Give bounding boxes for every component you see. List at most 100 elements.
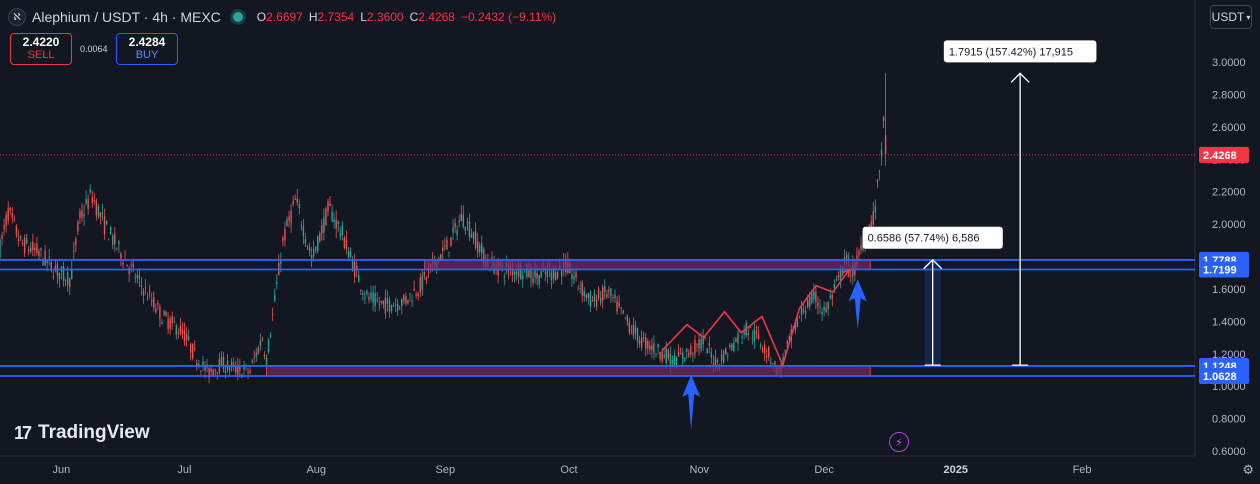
candle	[679, 347, 682, 355]
candle-body	[636, 328, 639, 342]
candle-body	[294, 198, 296, 200]
candle	[165, 310, 167, 317]
candle	[448, 251, 450, 258]
candle-body	[343, 237, 346, 248]
candle	[181, 322, 184, 340]
candle-body	[561, 270, 563, 277]
candle	[681, 348, 684, 366]
candle	[825, 301, 827, 314]
buy-button[interactable]: 2.4284 BUY	[116, 33, 178, 65]
candle	[253, 350, 255, 364]
candle-body	[288, 216, 290, 221]
candle	[384, 289, 387, 319]
candle	[684, 357, 686, 363]
candle	[9, 206, 11, 216]
candle-body	[112, 235, 114, 245]
candle-body	[782, 356, 784, 364]
candle-body	[476, 241, 479, 252]
candle-body	[228, 367, 231, 371]
candle	[804, 305, 807, 319]
candle-body	[192, 343, 194, 359]
candle-body	[462, 214, 464, 227]
candle	[585, 293, 587, 302]
candle-body	[681, 352, 684, 359]
tradingview-watermark: 17 TradingView	[14, 422, 150, 444]
candle-body	[11, 213, 13, 218]
candle-body	[876, 179, 879, 183]
candle-body	[66, 272, 69, 286]
candle-body	[122, 262, 124, 265]
candle	[620, 306, 622, 315]
candle-body	[454, 223, 456, 228]
candle-body	[554, 272, 557, 281]
candle-body	[438, 257, 440, 260]
candle-body	[513, 271, 516, 275]
symbol-title[interactable]: Alephium / USDT · 4h · MEXC	[32, 9, 221, 25]
candle-body	[140, 285, 143, 287]
candle-body	[321, 225, 323, 234]
candle	[286, 216, 288, 227]
y-tick-label: 1.4000	[1212, 316, 1246, 328]
candle-body	[651, 345, 653, 351]
candle-body	[544, 272, 546, 274]
candle	[214, 368, 216, 376]
candle-body	[374, 293, 376, 306]
candle	[727, 352, 729, 362]
candle	[749, 326, 751, 329]
candle-body	[132, 264, 134, 268]
sell-button[interactable]: 2.4220 SELL	[10, 33, 72, 65]
candle-body	[491, 257, 493, 261]
candle-body	[419, 277, 421, 293]
candle-body	[579, 288, 581, 289]
chart-header: ℵ Alephium / USDT · 4h · MEXC O2.6697 H2…	[8, 7, 556, 27]
candle-body	[105, 220, 108, 225]
candle	[345, 230, 348, 254]
candle	[602, 284, 604, 309]
candle-body	[702, 336, 704, 345]
candle-body	[138, 275, 141, 279]
candle	[75, 236, 77, 252]
measurement: 0.6586 (57.74%) 6,586	[862, 226, 1003, 366]
candle-body	[157, 302, 159, 305]
y-tick-label: 0.8000	[1212, 414, 1246, 426]
candle-body	[159, 306, 161, 320]
candle	[220, 351, 223, 366]
currency-label: USDT	[1211, 10, 1245, 24]
gear-icon[interactable]: ⚙	[1242, 462, 1254, 477]
candle-body	[114, 233, 116, 245]
candle-body	[456, 229, 458, 236]
candle	[140, 277, 143, 296]
candle	[479, 242, 481, 257]
candle-body	[714, 357, 717, 368]
candle-body	[417, 293, 419, 297]
candle-body	[386, 298, 389, 304]
candle-body	[230, 361, 233, 365]
candle	[667, 348, 669, 362]
candle	[366, 289, 368, 297]
candle-body	[751, 337, 754, 339]
lightning-icon[interactable]: ⚡	[889, 432, 909, 452]
projection-arrowhead	[841, 268, 851, 278]
candle-body	[46, 260, 48, 263]
candle	[370, 285, 372, 302]
candle-body	[40, 248, 42, 250]
candle-body	[479, 245, 481, 253]
currency-selector[interactable]: USDT ▾	[1210, 5, 1252, 29]
candle-body	[511, 267, 514, 276]
candle	[315, 246, 317, 254]
candle-body	[659, 351, 661, 359]
candle-body	[304, 238, 307, 243]
candle-body	[552, 268, 555, 279]
sell-price: 2.4220	[22, 35, 60, 49]
candle-body	[380, 300, 382, 303]
candle-body	[880, 149, 883, 156]
candle	[30, 242, 32, 254]
candle	[107, 238, 110, 241]
candle-body	[401, 299, 403, 307]
candle-body	[464, 226, 467, 231]
candle	[661, 348, 663, 365]
candle	[710, 347, 713, 364]
candle-body	[448, 251, 450, 253]
